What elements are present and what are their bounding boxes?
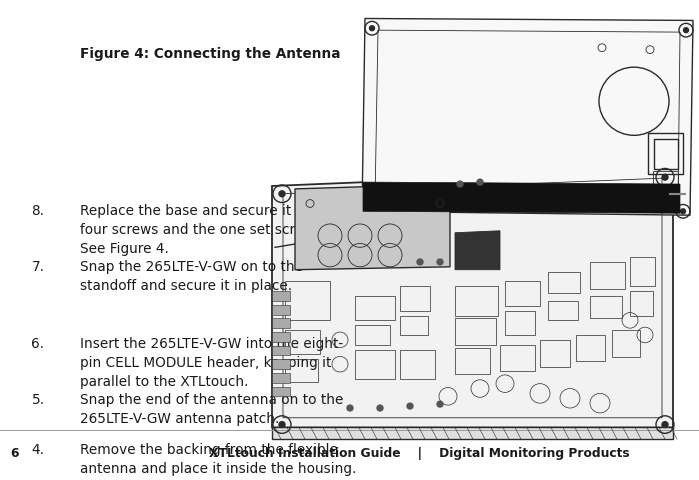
Circle shape [684, 29, 689, 34]
Text: Insert the 265LTE-V-GW into the eight-
pin CELL MODULE header, keeping it
parall: Insert the 265LTE-V-GW into the eight- p… [80, 336, 344, 388]
Polygon shape [272, 291, 290, 301]
Circle shape [477, 180, 483, 186]
Circle shape [437, 260, 443, 265]
Circle shape [366, 206, 371, 211]
Circle shape [407, 403, 413, 409]
Text: Snap the end of the antenna on to the
265LTE-V-GW antenna patch.: Snap the end of the antenna on to the 26… [80, 393, 344, 426]
Circle shape [370, 27, 375, 32]
Text: 4.: 4. [31, 442, 45, 456]
Polygon shape [272, 170, 673, 428]
Polygon shape [272, 332, 290, 342]
Polygon shape [272, 428, 673, 439]
Polygon shape [362, 19, 693, 216]
Text: 6: 6 [10, 446, 18, 459]
Circle shape [417, 260, 423, 265]
Circle shape [377, 405, 383, 411]
Text: XTLtouch Installation Guide    |    Digital Monitoring Products: XTLtouch Installation Guide | Digital Mo… [209, 446, 630, 459]
Polygon shape [295, 185, 450, 270]
Text: 6.: 6. [31, 336, 45, 350]
Circle shape [681, 209, 686, 214]
Circle shape [457, 182, 463, 188]
Polygon shape [272, 360, 290, 369]
Polygon shape [272, 387, 290, 396]
Text: Snap the 265LTE-V-GW on to the
standoff and secure it in place.: Snap the 265LTE-V-GW on to the standoff … [80, 259, 303, 292]
Circle shape [437, 401, 443, 407]
Text: Figure 4: Connecting the Antenna: Figure 4: Connecting the Antenna [80, 47, 341, 60]
Text: Replace the base and secure it with the
four screws and the one set screw.
See F: Replace the base and secure it with the … [80, 204, 352, 255]
Polygon shape [455, 231, 500, 270]
Polygon shape [363, 183, 680, 214]
Polygon shape [272, 373, 290, 383]
Polygon shape [272, 319, 290, 328]
Circle shape [662, 422, 668, 428]
Text: 5.: 5. [31, 393, 45, 407]
Circle shape [347, 405, 353, 411]
Circle shape [662, 175, 668, 181]
Polygon shape [272, 346, 290, 356]
Text: Remove the backing from the flexible
antenna and place it inside the housing.: Remove the backing from the flexible ant… [80, 442, 356, 475]
Text: 7.: 7. [31, 259, 45, 274]
Circle shape [279, 192, 285, 197]
Circle shape [279, 422, 285, 428]
Polygon shape [272, 305, 290, 315]
Text: 8.: 8. [31, 204, 45, 217]
